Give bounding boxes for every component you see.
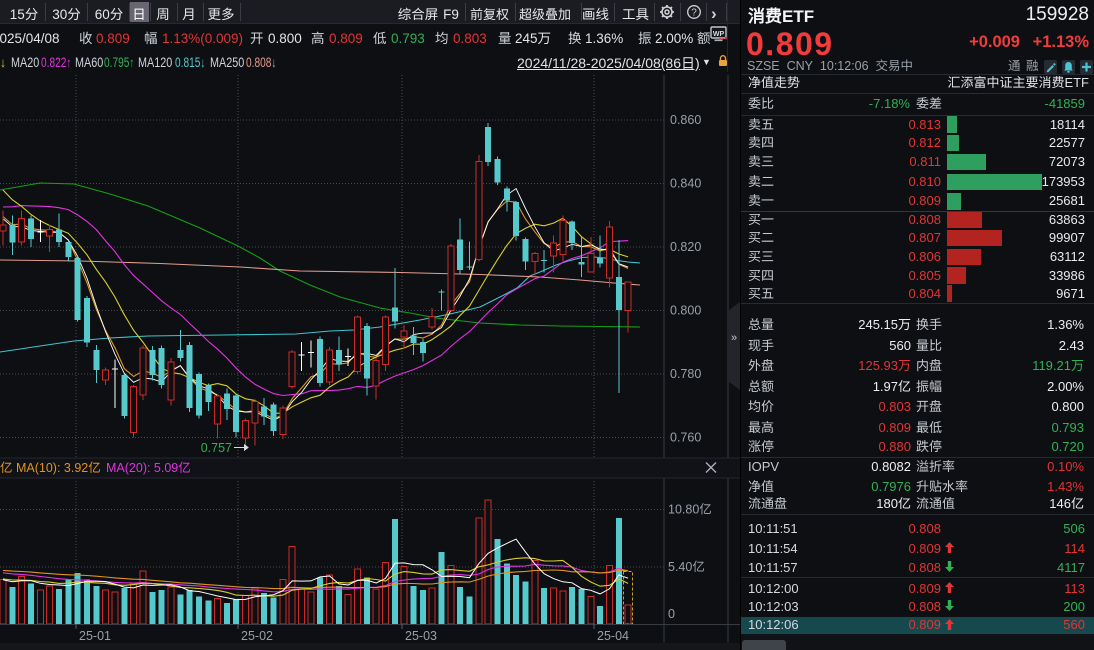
svg-text:亿 MA(10): 3.92亿: 亿 MA(10): 3.92亿	[0, 461, 101, 475]
svg-text:0.780: 0.780	[670, 367, 701, 381]
svg-text:25-04: 25-04	[597, 629, 629, 643]
svg-text:10.80亿: 10.80亿	[668, 503, 712, 517]
svg-text:25-01: 25-01	[79, 629, 111, 643]
svg-text:25-03: 25-03	[405, 629, 437, 643]
svg-text:0: 0	[668, 607, 675, 621]
svg-text:0.800: 0.800	[670, 304, 701, 318]
svg-text:0.860: 0.860	[670, 113, 701, 127]
svg-text:0.820: 0.820	[670, 240, 701, 254]
svg-text:25-02: 25-02	[241, 629, 273, 643]
svg-text:5.40亿: 5.40亿	[668, 560, 705, 574]
svg-text:?: ?	[691, 8, 697, 19]
svg-text:0.757: 0.757	[201, 441, 232, 455]
svg-text:0.840: 0.840	[670, 177, 701, 191]
svg-text:MA(20): 5.09亿: MA(20): 5.09亿	[106, 461, 191, 475]
svg-text:WP: WP	[713, 31, 725, 38]
svg-text:0.760: 0.760	[670, 431, 701, 445]
